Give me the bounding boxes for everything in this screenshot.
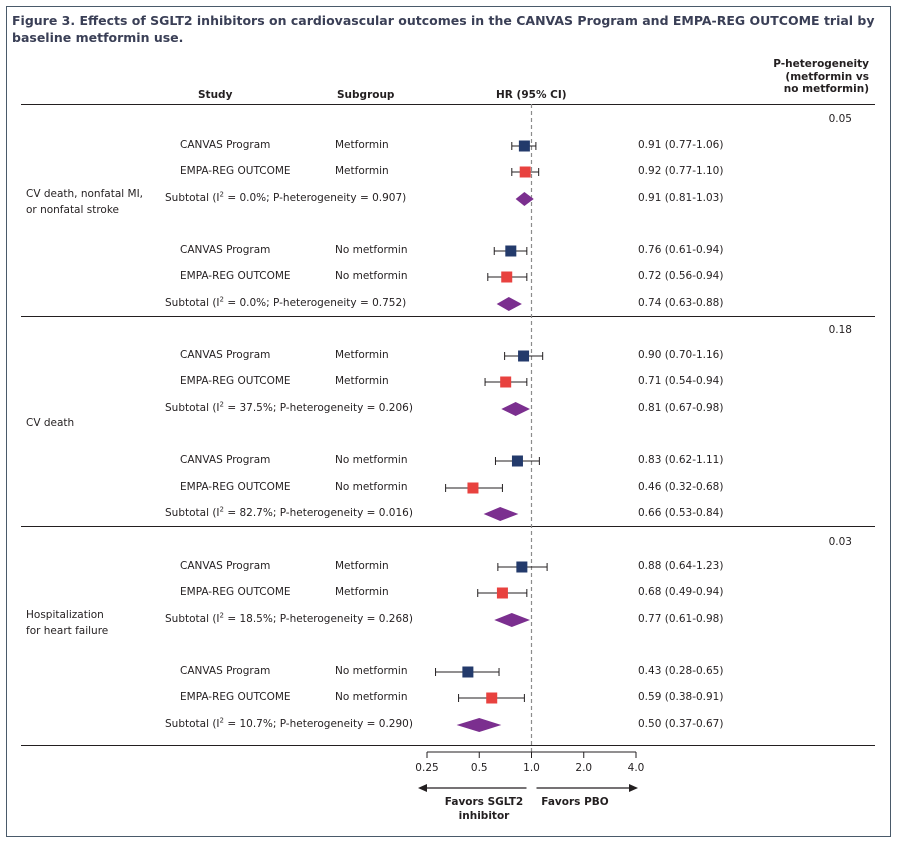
subtotal-label: Subtotal (I2 = 82.7%; P-heterogeneity = … (165, 505, 413, 519)
subgroup-name: No metformin (335, 691, 408, 703)
hr-ci-value: 0.91 (0.77-1.06) (638, 139, 724, 151)
p-heterogeneity-header-line: P-heterogeneity (773, 58, 869, 70)
study-name: EMPA-REG OUTCOME (180, 691, 291, 703)
figure-title: Figure 3. Effects of SGLT2 inhibitors on… (12, 13, 875, 45)
study-name: CANVAS Program (180, 139, 271, 151)
hr-ci-value: 0.46 (0.32-0.68) (638, 481, 724, 493)
subgroup-name: No metformin (335, 454, 408, 466)
subgroup-name: Metformin (335, 349, 389, 361)
hr-ci-value: 0.83 (0.62-1.11) (638, 454, 724, 466)
study-name: CANVAS Program (180, 244, 271, 256)
hr-ci-value: 0.72 (0.56-0.94) (638, 270, 724, 282)
outcome-label: CV death, nonfatal MI, (26, 188, 144, 200)
outcome-label: for heart failure (26, 625, 109, 637)
hr-ci-value: 0.71 (0.54-0.94) (638, 375, 724, 387)
subgroup-column-header: Subgroup (337, 89, 395, 101)
subgroup-name: Metformin (335, 375, 389, 387)
subtotal-label: Subtotal (I2 = 37.5%; P-heterogeneity = … (165, 400, 413, 414)
p-heterogeneity-value: 0.03 (828, 536, 852, 548)
hr-ci-value: 0.90 (0.70-1.16) (638, 349, 724, 361)
section-divider (21, 526, 875, 527)
subgroup-name: No metformin (335, 244, 408, 256)
hr-ci-value: 0.92 (0.77-1.10) (638, 165, 724, 177)
p-heterogeneity-value: 0.05 (828, 113, 852, 125)
study-name: EMPA-REG OUTCOME (180, 375, 291, 387)
study-name: CANVAS Program (180, 454, 271, 466)
hr-ci-value: 0.74 (0.63-0.88) (638, 297, 724, 309)
table-bottom-rule (21, 745, 875, 746)
subgroup-name: Metformin (335, 165, 389, 177)
subgroup-name: No metformin (335, 665, 408, 677)
hr-ci-value: 0.88 (0.64-1.23) (638, 560, 724, 572)
hr-ci-value: 0.81 (0.67-0.98) (638, 402, 724, 414)
figure-frame (6, 6, 891, 837)
hr-ci-value: 0.77 (0.61-0.98) (638, 613, 724, 625)
hr-ci-value: 0.68 (0.49-0.94) (638, 586, 724, 598)
hr-column-header: HR (95% CI) (496, 89, 567, 101)
p-heterogeneity-header: P-heterogeneity (metformin vs no metform… (773, 58, 869, 96)
subtotal-label: Subtotal (I2 = 10.7%; P-heterogeneity = … (165, 716, 413, 730)
study-name: CANVAS Program (180, 349, 271, 361)
p-heterogeneity-value: 0.18 (828, 324, 852, 336)
subgroup-name: Metformin (335, 560, 389, 572)
hr-ci-value: 0.59 (0.38-0.91) (638, 691, 724, 703)
section-divider (21, 316, 875, 317)
p-heterogeneity-header-line: (metformin vs (785, 70, 869, 83)
outcome-label: CV death (26, 417, 75, 429)
study-name: EMPA-REG OUTCOME (180, 270, 291, 282)
hr-ci-value: 0.91 (0.81-1.03) (638, 192, 724, 204)
hr-ci-value: 0.50 (0.37-0.67) (638, 718, 724, 730)
subgroup-name: No metformin (335, 481, 408, 493)
study-name: CANVAS Program (180, 560, 271, 572)
hr-ci-value: 0.66 (0.53-0.84) (638, 507, 724, 519)
study-name: EMPA-REG OUTCOME (180, 481, 291, 493)
outcome-label: Hospitalization (26, 609, 104, 621)
header-rule (21, 104, 875, 105)
subtotal-label: Subtotal (I2 = 0.0%; P-heterogeneity = 0… (165, 295, 407, 309)
study-name: EMPA-REG OUTCOME (180, 586, 291, 598)
subtotal-label: Subtotal (I2 = 0.0%; P-heterogeneity = 0… (165, 190, 407, 204)
subgroup-name: No metformin (335, 270, 408, 282)
outcome-label: or nonfatal stroke (26, 204, 120, 216)
study-name: EMPA-REG OUTCOME (180, 165, 291, 177)
p-heterogeneity-header-line: no metformin) (783, 83, 869, 95)
study-name: CANVAS Program (180, 665, 271, 677)
subgroup-name: Metformin (335, 586, 389, 598)
hr-ci-value: 0.76 (0.61-0.94) (638, 244, 724, 256)
hr-ci-value: 0.43 (0.28-0.65) (638, 665, 724, 677)
subgroup-name: Metformin (335, 139, 389, 151)
subtotal-label: Subtotal (I2 = 18.5%; P-heterogeneity = … (165, 611, 413, 625)
study-column-header: Study (198, 89, 233, 101)
